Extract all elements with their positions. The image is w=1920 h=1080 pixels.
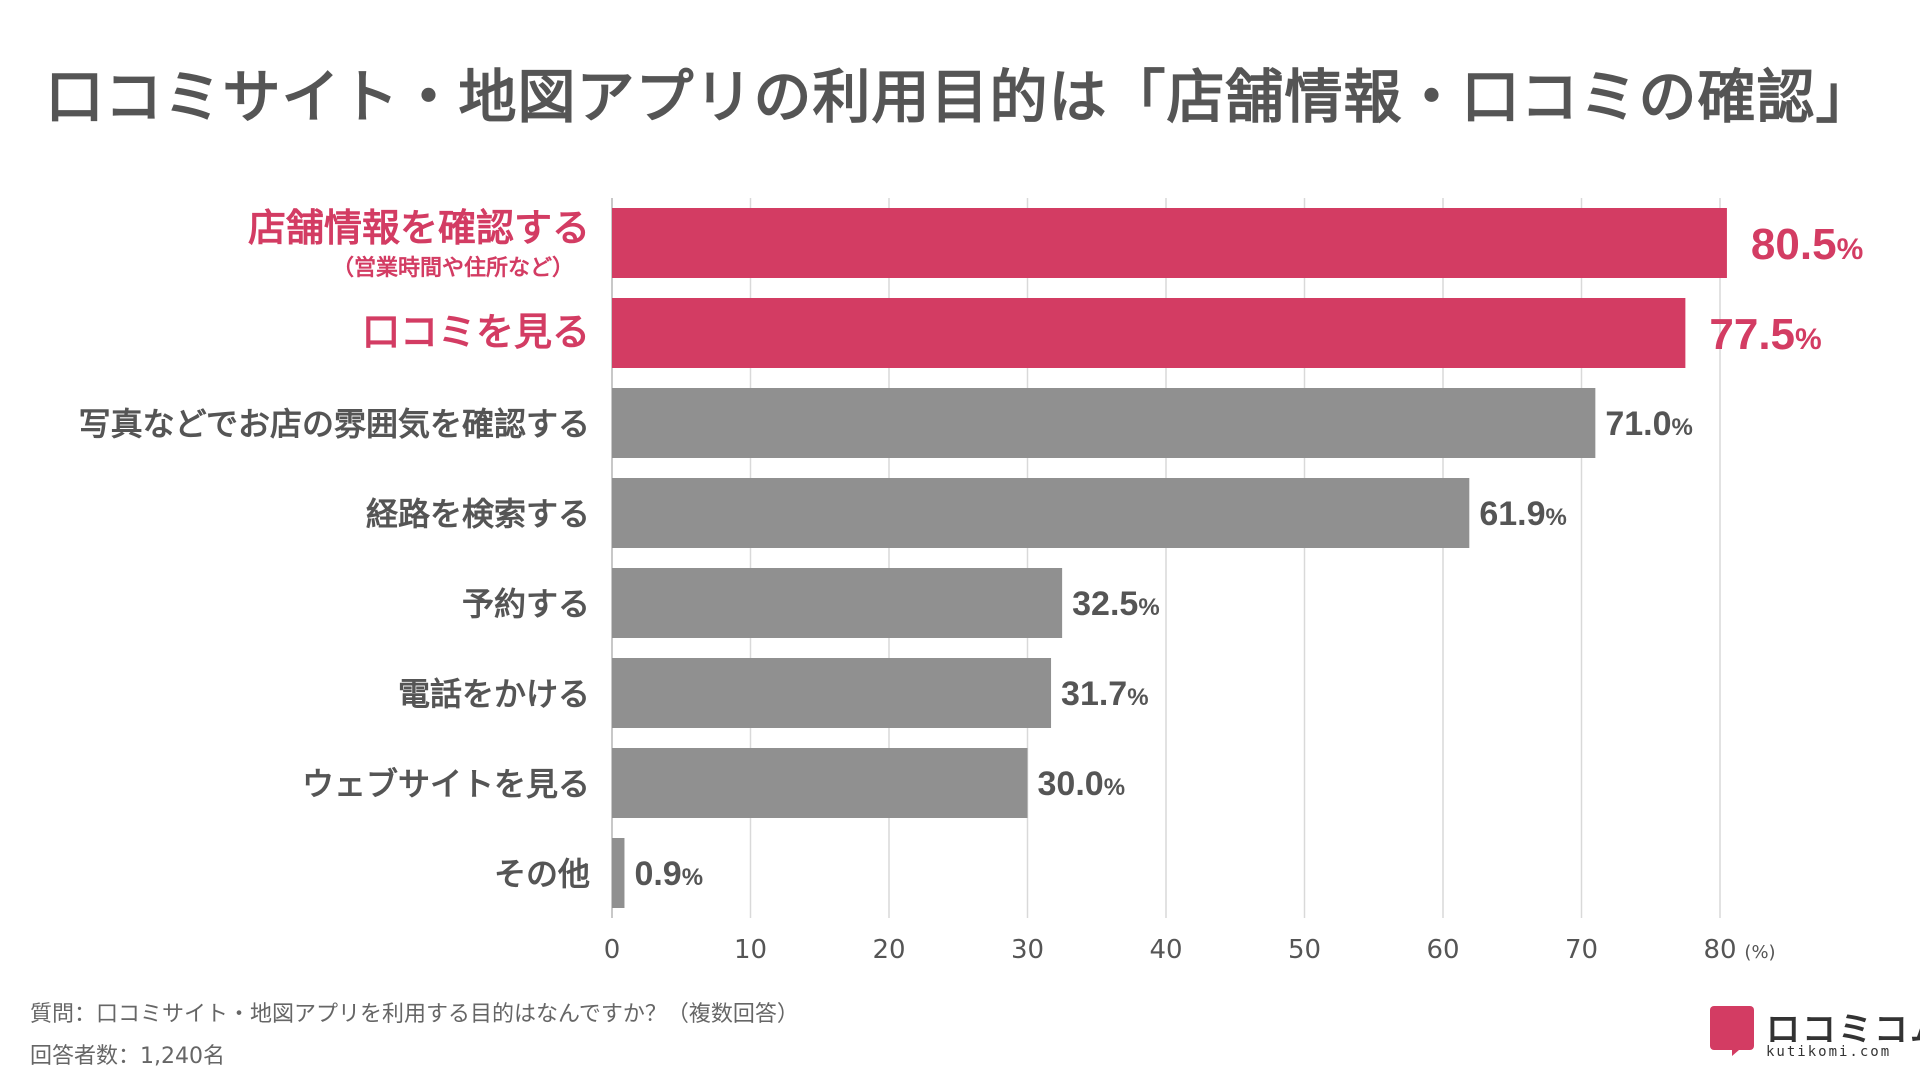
- bar-chart: 0 10 20 30 40 50 60 70 80 (%) 店舗情報を確認する （営業時間や住所など）…: [79, 198, 1863, 965]
- value-label: 77.5%: [1709, 310, 1821, 359]
- value-label: 80.5%: [1751, 220, 1863, 269]
- value-label: 0.9%: [634, 855, 703, 893]
- question-note: 質問：口コミサイト・地図アプリを利用する目的はなんですか？（複数回答）: [30, 1002, 799, 1027]
- x-axis-unit: (%): [1744, 942, 1775, 963]
- bar: [612, 748, 1028, 818]
- bar: [612, 208, 1727, 278]
- category-label: 予約する: [462, 585, 590, 623]
- category-sublabel: （営業時間や住所など）: [332, 255, 574, 281]
- respondents-note: 回答者数：1,240名: [30, 1044, 225, 1069]
- category-label: 口コミを見る: [362, 310, 590, 354]
- x-tick-label: 10: [734, 935, 767, 965]
- brand-logo: ロコミコム kutikomi.com: [1710, 1004, 1920, 1064]
- bar: [612, 838, 625, 908]
- logo-url: kutikomi.com: [1766, 1044, 1892, 1060]
- x-tick-label: 70: [1565, 935, 1598, 965]
- bar: [612, 658, 1052, 728]
- x-tick-label: 20: [872, 935, 905, 965]
- category-label: その他: [494, 855, 590, 893]
- x-tick-label: 0: [604, 935, 621, 965]
- x-tick-label: 40: [1149, 935, 1182, 965]
- bar: [612, 298, 1686, 368]
- x-tick-label: 60: [1426, 935, 1459, 965]
- value-label: 30.0%: [1038, 765, 1126, 803]
- bar: [612, 568, 1063, 638]
- value-label: 61.9%: [1479, 495, 1567, 533]
- value-label: 71.0%: [1605, 405, 1693, 443]
- value-label: 31.7%: [1061, 675, 1149, 713]
- speech-bubble-icon: [1710, 1006, 1754, 1050]
- x-tick-label: 50: [1288, 935, 1321, 965]
- category-label: 店舗情報を確認する: [248, 206, 590, 250]
- x-tick-label: 30: [1011, 935, 1044, 965]
- bar: [612, 478, 1470, 548]
- logo-name: ロコミコム: [1766, 1010, 1920, 1050]
- category-label: 経路を検索する: [366, 495, 590, 533]
- category-label: 写真などでお店の雰囲気を確認する: [79, 405, 590, 443]
- speech-bubble-tail: [1732, 1044, 1746, 1056]
- bar: [612, 388, 1596, 458]
- x-tick-label: 80: [1703, 935, 1736, 965]
- category-label: 電話をかける: [398, 675, 590, 713]
- category-label: ウェブサイトを見る: [302, 765, 590, 803]
- chart-title: 口コミサイト・地図アプリの利用目的は「店舗情報・口コミの確認」: [45, 63, 1875, 131]
- value-label: 32.5%: [1072, 585, 1160, 623]
